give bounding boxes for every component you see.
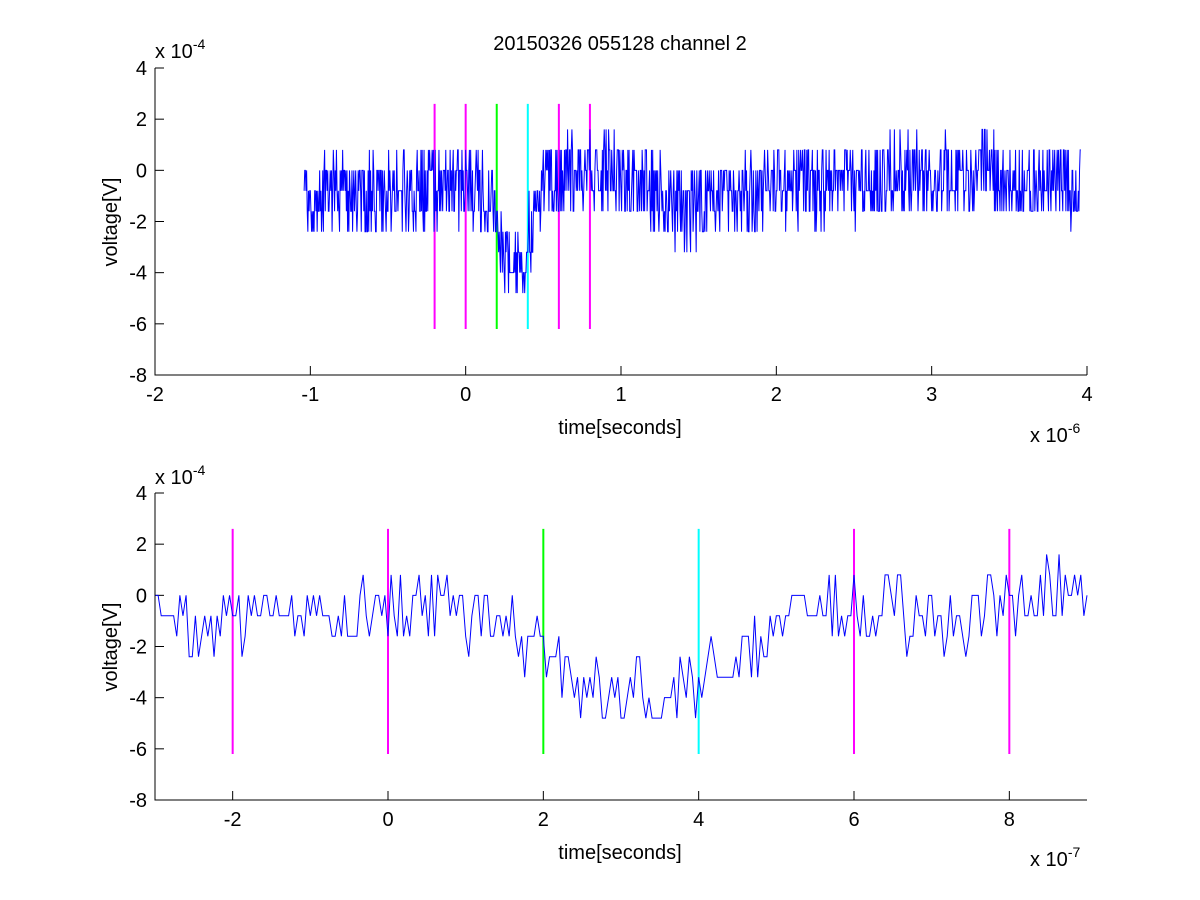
y-tick-label: 2 [136,109,147,131]
x-tick-label: 4 [1081,384,1092,406]
bottom-plot-y-label: voltage[V] [100,603,122,692]
y-tick-label: 0 [136,160,147,182]
top-plot-axes [154,68,1087,376]
top-plot-y-exponent: x 10-4 [155,36,205,63]
y-tick-label: 0 [136,585,147,607]
y-tick-label: -8 [129,790,147,812]
x-tick-label: 0 [460,384,471,406]
x-tick-label: 6 [848,809,859,831]
y-tick-label: -2 [129,212,147,234]
x-tick-label: -2 [146,384,164,406]
x-tick-label: -1 [301,384,319,406]
x-tick-label: 4 [693,809,704,831]
top-plot-ticks: -2 -1 0 1 2 3 4 -8 -6 -4 -2 0 2 4 [129,58,1092,406]
y-tick-label: -8 [129,365,147,387]
bottom-plot-ticks: -2 0 2 4 6 8 -8 -6 -4 -2 0 2 4 [129,483,1015,831]
x-tick-label: 8 [1004,809,1015,831]
y-tick-label: -6 [129,739,147,761]
x-tick-label: 0 [382,809,393,831]
bottom-plot-x-exponent: x 10-7 [1030,844,1080,871]
y-tick-label: 2 [136,534,147,556]
top-plot-x-exponent: x 10-6 [1030,420,1080,447]
top-plot-x-label: time[seconds] [558,417,681,439]
x-tick-label: 1 [615,384,626,406]
y-tick-label: 4 [136,483,147,505]
bottom-plot: -2 0 2 4 6 8 -8 -6 -4 -2 0 2 4 time[seconds] voltage… [100,462,1088,871]
top-plot: -2 -1 0 1 2 3 4 -8 -6 -4 -2 0 2 4 time[seconds] volta… [100,36,1093,447]
y-tick-label: 4 [136,58,147,80]
bottom-plot-axes [154,493,1087,801]
y-tick-label: -6 [129,314,147,336]
top-plot-voltage-trace [303,128,1081,294]
top-plot-markers [433,103,591,329]
x-tick-label: 3 [926,384,937,406]
figure-title: 20150326 055128 channel 2 [493,33,747,55]
x-tick-label: -2 [224,809,242,831]
bottom-plot-markers [231,528,1011,754]
bottom-plot-x-label: time[seconds] [558,842,681,864]
y-tick-label: -2 [129,637,147,659]
bottom-plot-voltage-trace [155,554,1088,719]
top-plot-y-label: voltage[V] [100,178,122,267]
y-tick-label: -4 [129,688,147,710]
x-tick-label: 2 [538,809,549,831]
x-tick-label: 2 [771,384,782,406]
bottom-plot-y-exponent: x 10-4 [155,462,205,489]
y-tick-label: -4 [129,263,147,285]
